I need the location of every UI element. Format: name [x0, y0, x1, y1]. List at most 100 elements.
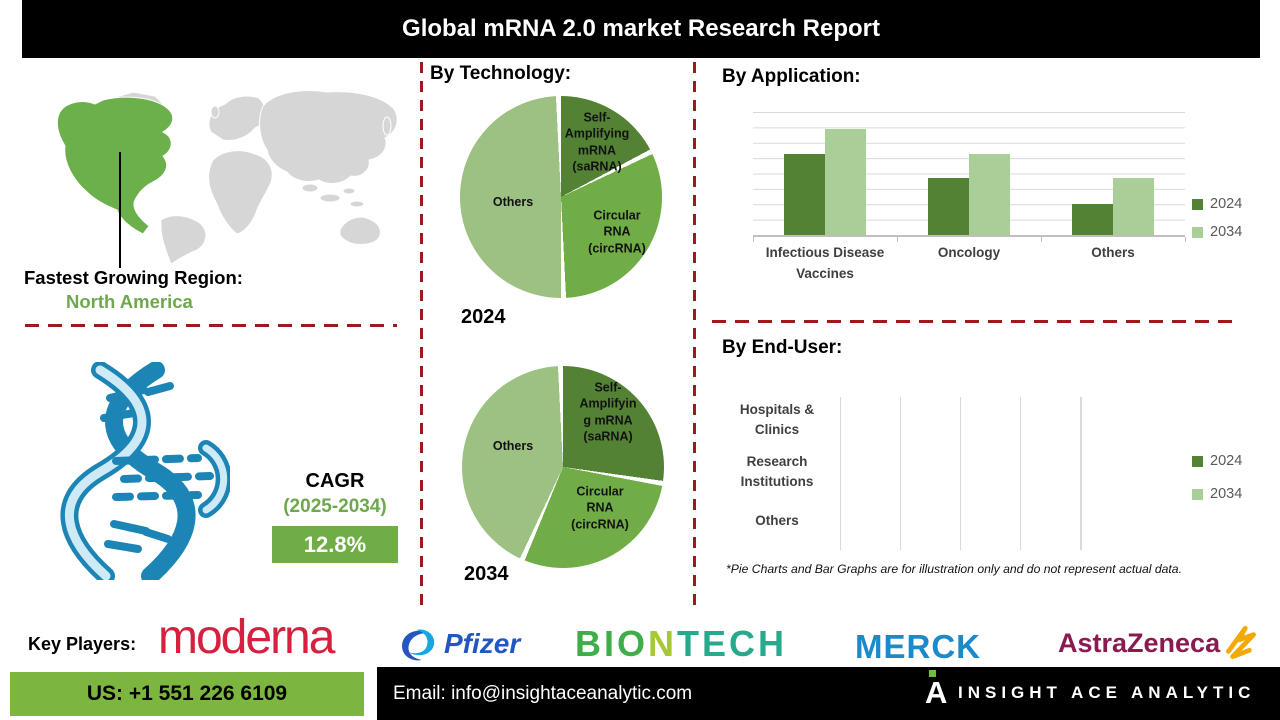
astrazeneca-wordmark: AstraZeneca: [1058, 627, 1221, 658]
legend-swatch-2034: [1192, 226, 1203, 238]
biontech-letter: B: [575, 623, 604, 664]
pie-slice-label-others: Others: [492, 438, 534, 453]
pie-slice-label-sarna: Self- Amplifying mRNA (saRNA): [564, 110, 630, 174]
bar-group-oncology: [897, 112, 1041, 235]
bar-2024-Others: [1072, 204, 1113, 235]
bar-2024-Oncology: [928, 178, 969, 235]
pfizer-logo: Pfizer: [398, 624, 520, 664]
legend-2034: 2034: [1192, 224, 1242, 240]
asia-shape: [259, 90, 398, 184]
legend-swatch-2024: [1192, 198, 1203, 210]
category-hospitals: Hospitals & Clinics: [739, 402, 815, 437]
moderna-logo: moderna: [158, 611, 335, 664]
island-shape: [349, 200, 365, 208]
pie-year-2034: 2034: [464, 563, 509, 585]
south-america-shape: [160, 215, 207, 265]
world-map: [56, 90, 398, 265]
cagr-value-badge: 12.8%: [272, 526, 398, 563]
pie-year-2024: 2024: [461, 306, 506, 328]
australia-shape: [339, 216, 381, 245]
pie-slice-label-others: Others: [492, 194, 534, 209]
mrna-dna-icon: [60, 362, 230, 580]
bar-2034-Oncology: [969, 153, 1010, 235]
biontech-logo: BIONTECH: [575, 626, 787, 662]
phone-number: US: +1 551 226 6109: [86, 682, 288, 705]
category-others: Others: [1091, 245, 1135, 260]
technology-pie-2034: Self- Amplifyin g mRNA (saRNA) Circular …: [462, 366, 664, 568]
astrazeneca-swirl-icon: [1226, 625, 1257, 660]
cagr-period: (2025-2034): [283, 496, 387, 517]
pie-slice-label-sarna: Self- Amplifyin g mRNA (saRNA): [579, 380, 637, 444]
report-title: Global mRNA 2.0 market Research Report: [402, 15, 880, 42]
pie-slice-label-circrna: Circular RNA (circRNA): [588, 208, 646, 256]
legend-2024: 2024: [1192, 453, 1242, 469]
legend-2024: 2024: [1192, 196, 1242, 212]
divider-dashed-left: [420, 62, 423, 607]
phone-contact-badge: US: +1 551 226 6109: [10, 672, 364, 716]
pfizer-wordmark: Pfizer: [444, 628, 521, 659]
biontech-letter: E: [702, 623, 730, 664]
bar-group-infectious: [753, 112, 897, 235]
japan-shape: [382, 116, 392, 136]
disclaimer-footnote: *Pie Charts and Bar Graphs are for illus…: [726, 562, 1182, 576]
application-heading: By Application:: [722, 66, 861, 87]
application-bar-chart: [753, 112, 1185, 237]
island-shape: [319, 193, 341, 203]
bar-2034-Infectious Disease Vaccines: [825, 128, 866, 235]
email-address: Email: info@insightaceanalytic.com: [393, 682, 693, 704]
island-shape: [342, 187, 356, 195]
legend-label-2024: 2024: [1210, 453, 1243, 469]
application-category-labels: Infectious Disease Vaccines Oncology Oth…: [753, 243, 1185, 285]
legend-label-2034: 2034: [1210, 486, 1243, 502]
category-others: Others: [755, 513, 799, 528]
report-title-bar: Global mRNA 2.0 market Research Report: [22, 0, 1260, 58]
category-oncology: Oncology: [937, 245, 1001, 260]
biontech-letter: I: [604, 623, 618, 664]
legend-swatch-2024: [1192, 455, 1203, 467]
biontech-letter: C: [729, 623, 759, 664]
merck-logo: MERCK: [855, 628, 981, 665]
key-players-label: Key Players:: [28, 634, 137, 654]
legend-label-2024: 2024: [1210, 196, 1243, 212]
pfizer-swoosh-icon: [402, 629, 435, 661]
bar-2024-Infectious Disease Vaccines: [784, 153, 825, 235]
application-axis-ticks: [753, 237, 1186, 242]
biontech-letter: O: [617, 623, 649, 664]
fastest-growing-region-label: Fastest Growing Region:: [24, 267, 243, 288]
legend-swatch-2034: [1192, 488, 1203, 500]
technology-pie-2024: Self- Amplifying mRNA (saRNA) Circular R…: [460, 96, 662, 298]
bar-2034-Others: [1113, 178, 1154, 235]
legend-label-2034: 2034: [1210, 224, 1243, 240]
technology-heading: By Technology:: [430, 63, 572, 84]
cagr-value: 12.8%: [303, 531, 367, 557]
insight-logo-green-dot: [929, 670, 936, 677]
bar-group-others: [1041, 112, 1185, 235]
biontech-letter: T: [677, 623, 703, 664]
africa-shape: [208, 150, 273, 235]
legend-2034: 2034: [1192, 486, 1242, 502]
astrazeneca-logo: AstraZeneca: [1058, 622, 1262, 664]
pie-chart-2024: [460, 96, 662, 298]
uk-shape: [210, 105, 220, 119]
pie-chart-2034: [462, 366, 664, 568]
category-research: Research Institutions: [740, 454, 814, 489]
biontech-letter: H: [758, 623, 788, 664]
insight-ace-logo: A: [925, 675, 948, 710]
cagr-label: CAGR: [305, 470, 365, 492]
pie-slice-label-circrna: Circular RNA (circRNA): [571, 484, 629, 532]
divider-dashed-region: [25, 324, 397, 327]
category-infectious: Infectious Disease Vaccines: [765, 245, 885, 281]
footer-bar: Email: info@insightaceanalytic.com A INS…: [377, 667, 1280, 720]
biontech-letter: N: [648, 623, 678, 664]
island-shape: [301, 183, 319, 193]
insight-ace-brand-name: INSIGHT ACE ANALYTIC: [958, 683, 1256, 702]
end-user-heading: By End-User:: [722, 337, 843, 358]
north-america-region: [56, 96, 174, 235]
divider-dashed-right: [693, 62, 696, 612]
europe-shape: [208, 95, 268, 141]
fastest-growing-region-value: North America: [66, 291, 193, 312]
divider-dashed-application: [712, 320, 1232, 323]
region-pointer-line: [119, 152, 121, 268]
end-user-bar-chart: [840, 397, 1082, 550]
